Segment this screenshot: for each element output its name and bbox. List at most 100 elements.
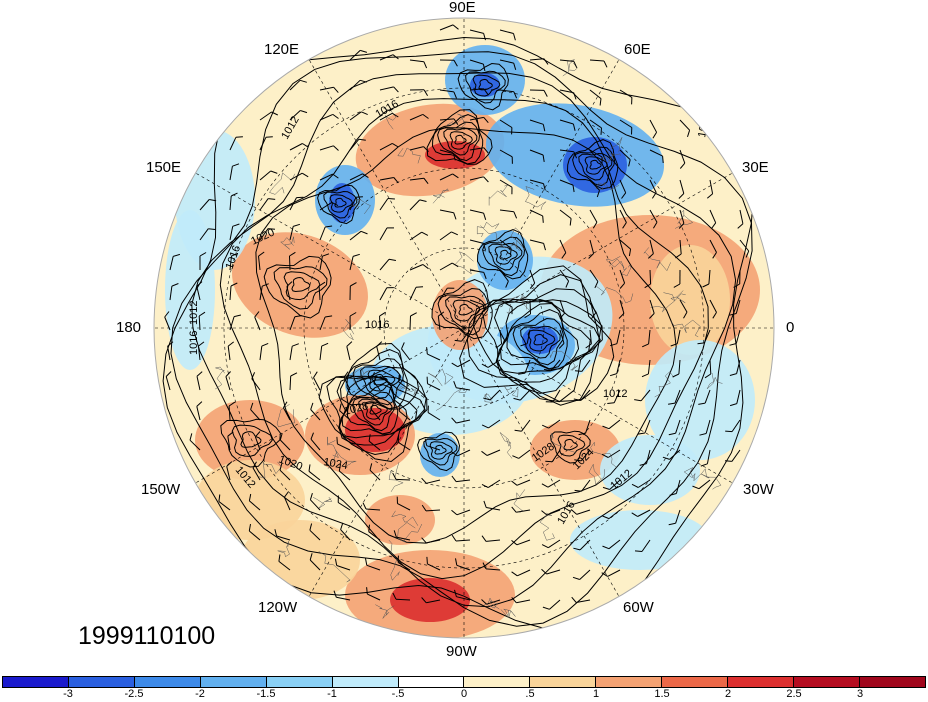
wind-barb xyxy=(559,179,575,193)
isobar-contour xyxy=(476,229,529,280)
wind-barb xyxy=(649,209,658,229)
wind-barb xyxy=(454,589,471,601)
isobar-contour xyxy=(481,298,603,394)
wind-barb xyxy=(248,524,261,541)
wind-barb xyxy=(469,239,486,251)
coastline xyxy=(435,387,468,411)
wind-barb xyxy=(259,111,279,121)
wind-barb xyxy=(371,372,381,391)
wind-barb xyxy=(541,479,561,488)
coastline xyxy=(446,113,466,129)
isobar-contour xyxy=(426,109,493,165)
colorbar-swatch xyxy=(662,677,729,687)
wind-barb xyxy=(669,479,681,496)
wind-barb xyxy=(511,479,531,486)
wind-barb xyxy=(574,449,591,462)
wind-barb xyxy=(439,173,459,181)
wind-barb xyxy=(254,431,261,451)
coastline xyxy=(606,256,625,269)
wind-barb xyxy=(618,299,625,319)
wind-barb xyxy=(278,554,291,571)
wind-barbs xyxy=(164,24,750,610)
wind-barb xyxy=(199,228,216,241)
wind-barb xyxy=(289,79,307,91)
wind-barb xyxy=(439,89,457,99)
wind-barb xyxy=(259,342,269,361)
isobar-contour xyxy=(417,431,461,472)
wind-barb xyxy=(379,198,395,211)
wind-barb xyxy=(349,173,369,181)
wind-barb xyxy=(379,311,386,331)
wind-barb xyxy=(529,179,546,191)
wind-barb xyxy=(697,329,711,345)
wind-barb xyxy=(481,449,501,456)
isobar-contour xyxy=(431,114,484,165)
wind-barb xyxy=(319,315,333,331)
wind-barb xyxy=(700,449,711,467)
wind-barb xyxy=(229,223,240,241)
wind-barb xyxy=(379,287,394,301)
wind-barb xyxy=(602,479,621,490)
wind-barb xyxy=(289,172,309,181)
wind-barb xyxy=(668,419,681,436)
wind-barb xyxy=(379,112,399,121)
wind-barb xyxy=(589,209,598,229)
wind-barb xyxy=(601,449,621,458)
wind-barb xyxy=(218,494,231,511)
wind-barb xyxy=(512,449,531,459)
wind-barb xyxy=(589,149,603,165)
isobar-contour xyxy=(493,298,601,383)
wind-barb xyxy=(729,329,741,346)
isobar-contour xyxy=(454,134,467,145)
wind-barb xyxy=(619,269,626,289)
wind-barb xyxy=(511,597,531,604)
wind-barb xyxy=(392,472,411,481)
wind-barb xyxy=(336,436,351,451)
wind-barb xyxy=(319,113,339,121)
wind-barb xyxy=(451,449,471,457)
timestamp-label: 1999110100 xyxy=(78,622,216,650)
wind-barb xyxy=(409,146,429,152)
coastline xyxy=(476,221,500,238)
wind-barb xyxy=(601,569,621,577)
colorbar-swatch xyxy=(332,677,399,687)
wind-barb xyxy=(469,176,489,183)
wind-barb xyxy=(649,299,655,319)
wind-barb xyxy=(319,173,339,181)
wind-barb xyxy=(227,431,234,451)
wind-barb xyxy=(309,523,321,541)
coastline xyxy=(499,432,513,459)
isobar-contour xyxy=(360,365,401,399)
wind-barb xyxy=(572,569,591,580)
wind-barb xyxy=(229,282,238,301)
wind-barb xyxy=(541,568,561,575)
wind-barb xyxy=(199,199,217,211)
isobar-contour xyxy=(431,279,493,340)
coastline xyxy=(258,461,282,478)
wind-barb xyxy=(495,329,503,349)
wind-barb xyxy=(251,372,261,391)
wind-barb xyxy=(451,534,471,542)
coastline xyxy=(332,449,357,466)
latitude-circle xyxy=(383,247,545,409)
coastline xyxy=(388,462,404,492)
wind-barb xyxy=(571,596,591,603)
coastline xyxy=(620,264,632,277)
wind-barb xyxy=(248,493,261,511)
wind-barb xyxy=(274,529,291,541)
wind-barb xyxy=(426,556,441,571)
wind-barb xyxy=(499,119,513,135)
wind-barb xyxy=(279,433,291,451)
wind-barb xyxy=(333,590,351,601)
isobar-contour xyxy=(527,329,556,352)
coastline xyxy=(549,432,577,453)
wind-barb xyxy=(228,401,236,421)
wind-barb xyxy=(259,136,273,151)
wind-barb xyxy=(409,113,429,121)
isobar-contour xyxy=(482,236,526,277)
coastline xyxy=(595,181,619,191)
coastline xyxy=(484,393,494,403)
anomaly-patch xyxy=(420,433,460,477)
wind-barb xyxy=(451,417,471,424)
wind-barb xyxy=(259,170,278,181)
